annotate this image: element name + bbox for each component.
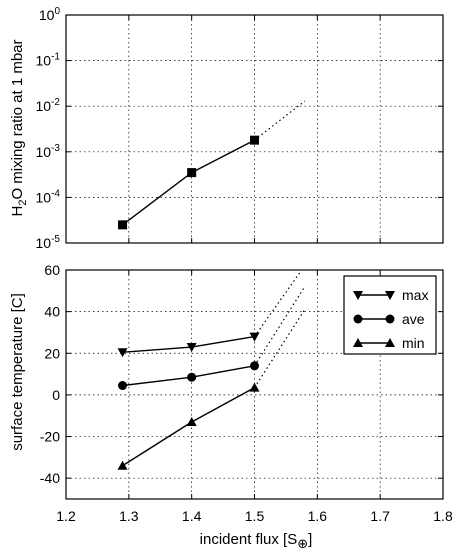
plot-frame bbox=[65, 14, 444, 244]
data-point bbox=[118, 381, 128, 391]
legend-label-min: min bbox=[402, 335, 425, 351]
y-tick-label: 10-5 bbox=[36, 234, 61, 251]
plot-frame bbox=[65, 269, 444, 500]
y-tick-label: 0 bbox=[52, 387, 60, 403]
y-tick-label: 40 bbox=[44, 304, 60, 320]
data-point bbox=[118, 220, 128, 230]
data-point bbox=[187, 168, 197, 178]
y-tick-label: 10-1 bbox=[36, 52, 61, 69]
x-tick-label: 1.4 bbox=[182, 508, 202, 524]
data-point bbox=[117, 460, 128, 470]
data-point bbox=[249, 332, 260, 342]
extrapolation-line bbox=[253, 309, 306, 388]
y-tick-label: 10-3 bbox=[36, 143, 61, 160]
data-point bbox=[117, 348, 128, 358]
y-tick-label: 20 bbox=[44, 345, 60, 361]
top-y-axis-label: H2O mixing ratio at 1 mbar bbox=[9, 39, 29, 216]
series-line bbox=[122, 387, 255, 467]
y-tick-label: 100 bbox=[39, 6, 61, 23]
data-point bbox=[250, 135, 259, 145]
y-tick-label: -20 bbox=[40, 429, 60, 445]
y-tick-label: 60 bbox=[44, 262, 60, 278]
data-point bbox=[250, 361, 259, 371]
legend-marker bbox=[385, 291, 395, 300]
legend-marker bbox=[385, 338, 395, 347]
legend-label-ave: ave bbox=[402, 311, 425, 327]
legend-marker bbox=[385, 314, 395, 324]
data-point bbox=[186, 343, 197, 353]
x-tick-label: 1.7 bbox=[370, 508, 390, 524]
data-point bbox=[249, 382, 260, 392]
extrapolation-line bbox=[254, 269, 303, 337]
y-tick-label: 10-4 bbox=[36, 188, 61, 205]
x-tick-label: 1.8 bbox=[433, 508, 453, 524]
y-tick-label: 10-2 bbox=[36, 97, 61, 114]
legend-marker bbox=[353, 291, 363, 300]
x-axis-label: incident flux [S⊕] bbox=[200, 531, 313, 551]
x-tick-label: 1.6 bbox=[308, 508, 328, 524]
y-tick-label: -40 bbox=[40, 470, 60, 486]
data-point bbox=[186, 416, 197, 426]
extrapolation-line bbox=[254, 100, 306, 141]
bottom-y-axis-label: surface temperature [C] bbox=[9, 293, 26, 451]
bottom-panel: 1.2 1.3 1.4 1.5 1.6 1.7 1.8 60 40 20 0 -20 -40 max ave… bbox=[40, 262, 453, 524]
series-line bbox=[122, 139, 255, 226]
top-panel: 100 10-1 10-2 10-3 10-4 10-5 bbox=[36, 6, 444, 251]
x-tick-label: 1.5 bbox=[245, 508, 265, 524]
legend-marker bbox=[353, 314, 363, 324]
x-tick-label: 1.3 bbox=[119, 508, 139, 524]
data-point bbox=[187, 372, 197, 382]
legend-label-max: max bbox=[402, 287, 428, 303]
x-tick-label: 1.2 bbox=[56, 508, 76, 524]
legend-marker bbox=[353, 338, 363, 347]
extrapolation-line bbox=[253, 286, 306, 367]
